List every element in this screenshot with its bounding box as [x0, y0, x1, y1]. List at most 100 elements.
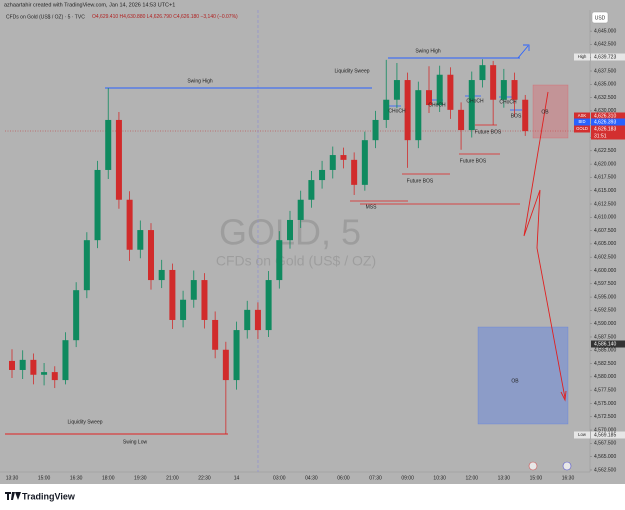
logo-mark [5, 492, 21, 500]
candle-body [190, 280, 197, 300]
y-tick-label: 4,575.000 [594, 401, 616, 407]
candle-body [158, 269, 165, 281]
annotation: Swing Low [123, 439, 148, 445]
y-tick-label: 4,562.500 [594, 467, 616, 473]
projection-arrowhead [560, 390, 567, 402]
y-tick-label: 4,630.000 [594, 108, 616, 114]
candle-body [490, 65, 497, 100]
y-tick-label: 4,587.500 [594, 334, 616, 340]
order-block [477, 326, 569, 425]
annotation: Future BOS [407, 178, 434, 184]
candle-body [105, 119, 112, 170]
badge-value: 4,626.393 [594, 119, 616, 125]
candle-body [308, 180, 315, 200]
candle-body [351, 159, 358, 185]
annotation: CHoCH [428, 102, 446, 108]
y-tick-label: 4,605.000 [594, 241, 616, 247]
annotation: CHoCH [466, 98, 484, 104]
candle-body [436, 74, 443, 106]
badge-bg [591, 118, 625, 126]
y-tick-label: 4,612.500 [594, 201, 616, 207]
y-tick-label: 4,590.000 [594, 321, 616, 327]
annotations: Swing High Liquidity Sweep Swing High CHoCH… [67, 48, 549, 445]
arrow [517, 44, 530, 59]
candles [9, 59, 529, 435]
y-tick-label: 4,645.000 [594, 28, 616, 34]
y-tick-label: 4,582.500 [594, 361, 616, 367]
y-tick-label: 4,620.000 [594, 161, 616, 167]
badge-tag: Low [578, 432, 587, 437]
y-tick-label: 4,567.500 [594, 441, 616, 447]
candle-body [137, 230, 144, 250]
annotation: CHoCH [499, 99, 517, 105]
y-tick-label: 4,632.500 [594, 95, 616, 101]
badge-bg [591, 112, 625, 120]
badge-value: 4,569.185 [594, 432, 616, 438]
badge-tag: GOLD [576, 126, 588, 131]
badge-value: 4,626.310 [594, 113, 616, 119]
badge-tag: High [578, 54, 587, 59]
candle-body [180, 299, 187, 320]
x-tick-label: 10:30 [433, 475, 446, 481]
candle-body [148, 230, 154, 281]
badge-value: 4,586.140 [594, 341, 616, 347]
event-icon [562, 461, 572, 471]
x-tick-label: 06:00 [337, 475, 350, 481]
annotation: Future BOS [475, 129, 502, 135]
candle-body [319, 169, 326, 181]
annotation: Liquidity Sweep [334, 68, 369, 74]
x-tick-label: 03:00 [273, 475, 286, 481]
candle-body [522, 99, 529, 132]
chart-background [0, 0, 625, 484]
x-tick-label: 09:00 [401, 475, 414, 481]
projection-path [523, 91, 566, 399]
x-tick-label: 15:00 [530, 475, 543, 481]
ohlc-value: H4,630.880 [120, 14, 146, 20]
y-tick-label: 4,617.500 [594, 175, 616, 181]
candle-body [126, 199, 133, 250]
candle-body [276, 240, 283, 281]
badge-bg [591, 431, 625, 439]
candle-body [329, 155, 336, 170]
candle-body [372, 119, 379, 141]
candle-body [426, 90, 432, 106]
x-tick-label: 16:30 [562, 475, 575, 481]
y-tick-label: 4,637.500 [594, 68, 616, 74]
x-tick-label: 12:00 [466, 475, 479, 481]
x-tick-label: 19:30 [134, 475, 147, 481]
candle-body [254, 309, 261, 331]
candle-body [51, 372, 58, 381]
badge-tag-bg [574, 125, 590, 133]
x-tick-label: 21:00 [166, 475, 179, 481]
badge-value: 4,626.183 [594, 126, 616, 132]
y-tick-label: 4,607.500 [594, 228, 616, 234]
annotation: MSS [366, 204, 378, 210]
badge-bg [591, 340, 625, 348]
x-tick-label: 13:30 [498, 475, 511, 481]
candle-body [265, 280, 272, 331]
candle-body [468, 80, 475, 131]
badge-tag-bg [574, 112, 590, 120]
candle-body [41, 372, 48, 375]
badge-bg [591, 125, 625, 133]
ohlc-value: O4,629.410 [92, 14, 118, 20]
watermark-subtitle: CFDs on Gold (US$ / OZ) [216, 253, 376, 269]
x-tick-label: 18:00 [102, 475, 115, 481]
ohlc-value: L4,626.790 [147, 14, 172, 20]
badge-tag-bg [574, 431, 590, 439]
candle-body [19, 359, 26, 370]
ohlc-value: C4,626.180 [173, 14, 199, 20]
badge-bg [591, 132, 625, 140]
x-tick-label: 14 [234, 475, 240, 481]
currency: USD [595, 15, 606, 21]
x-tick-label: 15:00 [38, 475, 51, 481]
candle-body [404, 80, 411, 141]
candle-body [340, 155, 347, 160]
logo: TradingView [5, 491, 76, 501]
y-tick-label: 4,602.500 [594, 255, 616, 261]
annotation: BOS [511, 113, 522, 119]
candle-body [83, 240, 90, 291]
y-tick-label: 4,580.000 [594, 374, 616, 380]
